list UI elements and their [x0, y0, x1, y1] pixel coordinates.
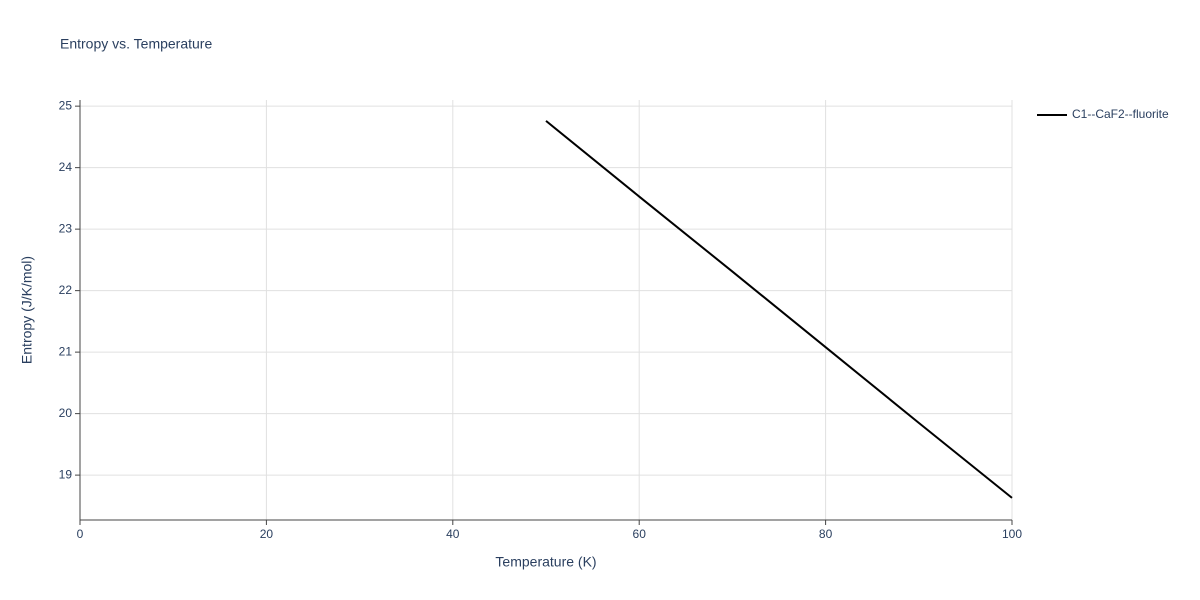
y-tick-label: 23: [59, 221, 73, 235]
data-line: [545, 120, 1013, 499]
y-tick-label: 22: [59, 283, 73, 297]
chart-title: Entropy vs. Temperature: [60, 36, 212, 52]
x-tick-label: 60: [633, 527, 647, 541]
x-tick-label: 100: [1002, 527, 1022, 541]
x-tick-label: 20: [260, 527, 274, 541]
x-tick-label: 0: [77, 527, 84, 541]
x-axis-title: Temperature (K): [495, 554, 596, 570]
y-tick-label: 20: [59, 406, 73, 420]
y-tick-label: 24: [59, 160, 73, 174]
y-tick-label: 19: [59, 467, 73, 481]
legend-label: C1--CaF2--fluorite: [1072, 107, 1169, 121]
y-axis-title: Entropy (J/K/mol): [19, 256, 35, 364]
x-tick-label: 40: [446, 527, 460, 541]
x-tick-label: 80: [819, 527, 833, 541]
y-tick-label: 25: [59, 98, 73, 112]
y-tick-label: 21: [59, 344, 73, 358]
